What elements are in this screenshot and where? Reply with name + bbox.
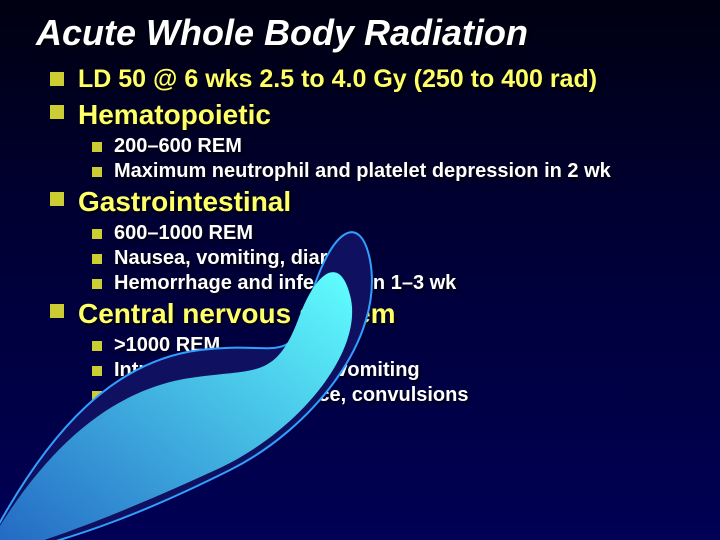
slide: Acute Whole Body Radiation LD 50 @ 6 wks… [0, 0, 720, 540]
bullet-level2: Intractable nausea and vomiting [92, 358, 692, 383]
bullet-level2: death in 14–36 hr [92, 408, 692, 433]
bullet-level1: LD 50 @ 6 wks 2.5 to 4.0 Gy (250 to 400 … [50, 64, 692, 95]
bullet-text: death in 14–36 hr [114, 408, 277, 433]
bullet-level2: 200–600 REM [92, 134, 692, 159]
bullet-level2: Maximum neutrophil and platelet depressi… [92, 159, 692, 184]
slide-title: Acute Whole Body Radiation [0, 0, 720, 60]
bullet-text: Hemorrhage and infection in 1–3 wk [114, 271, 456, 296]
bullet-text: >1000 REM [114, 333, 220, 358]
square-bullet-icon [50, 72, 64, 86]
bullet-text: Confusion, somnolence, convulsions [114, 383, 468, 408]
square-bullet-icon [92, 391, 102, 401]
square-bullet-icon [92, 279, 102, 289]
bullet-level2: Confusion, somnolence, convulsions [92, 383, 692, 408]
bullet-level1: Gastrointestinal [50, 184, 692, 219]
bullet-level2: Hemorrhage and infection in 1–3 wk [92, 271, 692, 296]
bullet-level1: Central nervous system [50, 296, 692, 331]
square-bullet-icon [50, 192, 64, 206]
slide-content: LD 50 @ 6 wks 2.5 to 4.0 Gy (250 to 400 … [0, 60, 720, 433]
bullet-text: Maximum neutrophil and platelet depressi… [114, 159, 611, 184]
bullet-text: Nausea, vomiting, diarrhea [114, 246, 370, 271]
square-bullet-icon [50, 105, 64, 119]
bullet-text: 200–600 REM [114, 134, 242, 159]
square-bullet-icon [92, 254, 102, 264]
square-bullet-icon [50, 304, 64, 318]
bullet-level2: Nausea, vomiting, diarrhea [92, 246, 692, 271]
square-bullet-icon [92, 167, 102, 177]
bullet-text: Hematopoietic [78, 97, 271, 132]
bullet-level2: >1000 REM [92, 333, 692, 358]
bullet-level2: 600–1000 REM [92, 221, 692, 246]
square-bullet-icon [92, 142, 102, 152]
bullet-text: Intractable nausea and vomiting [114, 358, 420, 383]
bullet-level1: Hematopoietic [50, 97, 692, 132]
square-bullet-icon [92, 341, 102, 351]
bullet-text: Gastrointestinal [78, 184, 291, 219]
square-bullet-icon [92, 366, 102, 376]
square-bullet-icon [92, 416, 102, 426]
bullet-text: 600–1000 REM [114, 221, 253, 246]
square-bullet-icon [92, 229, 102, 239]
bullet-text: Central nervous system [78, 296, 395, 331]
bullet-text: LD 50 @ 6 wks 2.5 to 4.0 Gy (250 to 400 … [78, 64, 597, 95]
